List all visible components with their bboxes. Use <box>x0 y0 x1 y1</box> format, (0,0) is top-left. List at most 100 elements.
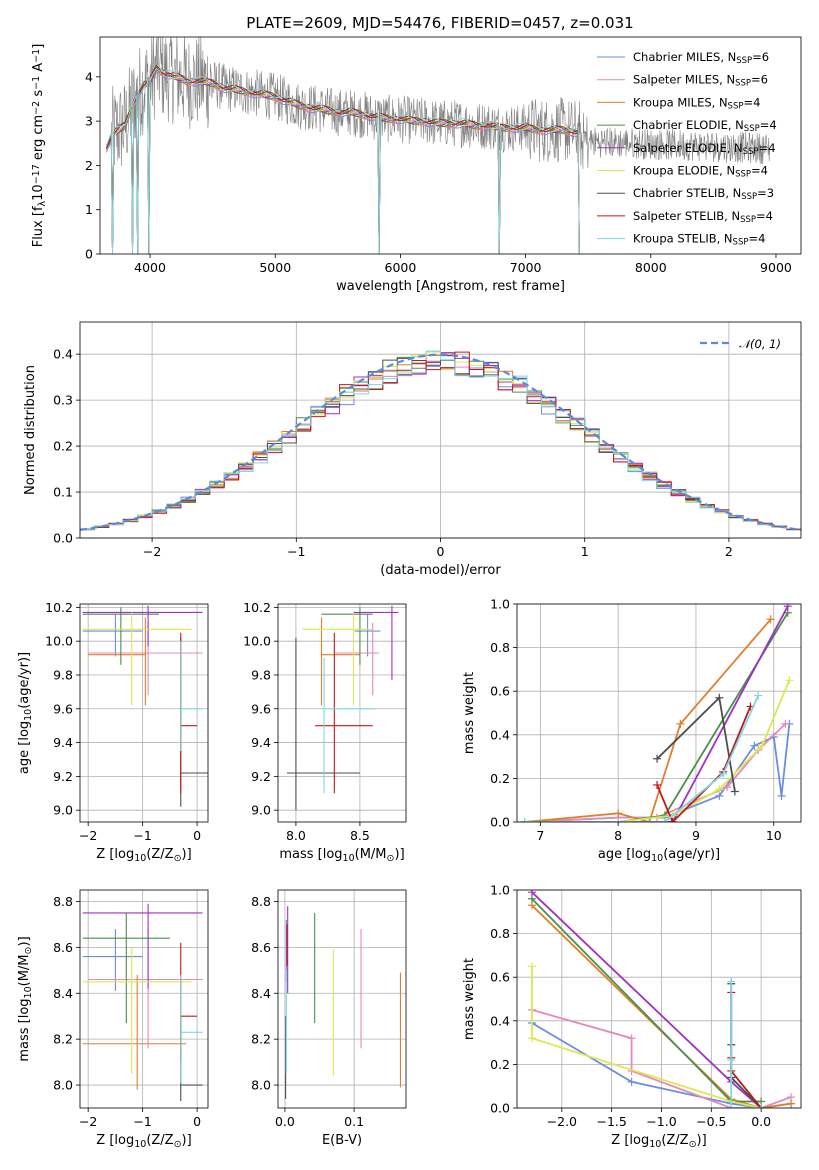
y-tick-label: 0.4 <box>53 347 73 362</box>
axes-mass_vs_ebv: 0.0 0.1 8.0 8.2 8.4 8.6 8.8 E(B-V) <box>251 889 407 1148</box>
y-tick-label: 10.2 <box>243 600 271 615</box>
y-tick-label: 0.8 <box>490 926 510 941</box>
legend-text: Salpeter ELODIE, N <box>633 141 743 155</box>
x-axis-label: Z [log10(Z/Z⊙)] <box>611 1133 706 1150</box>
y-axis-label: mass weight <box>462 672 477 754</box>
y-tick-label: 8.4 <box>251 986 271 1001</box>
plot-area-residuals <box>80 350 801 533</box>
weight-marker <box>653 780 662 789</box>
axes-frame <box>79 889 209 1109</box>
x-tick-label: 0.1 <box>344 1114 364 1129</box>
label-part: λ <box>37 200 48 206</box>
weight-marker <box>527 1034 536 1043</box>
axes-frame <box>99 36 802 255</box>
label-part: 10 <box>134 1139 146 1150</box>
x-axis-label: wavelength [Angstrom, rest frame] <box>336 279 565 294</box>
legend-text: Kroupa MILES, N <box>633 95 728 109</box>
weight-marker <box>527 962 536 971</box>
label-part: Normed distribution <box>23 365 38 495</box>
label-part: Z [log <box>611 1133 649 1148</box>
y-tick-label: 0.1 <box>53 485 73 500</box>
weight-line <box>531 966 762 1108</box>
label-part: (age/yr)] <box>17 652 32 709</box>
weight-marker <box>715 785 724 794</box>
model-spectrum-line <box>105 64 580 254</box>
y-tick-label: 0.2 <box>490 771 510 786</box>
y-tick-label: 9.0 <box>53 803 73 818</box>
label-part: ⊙ <box>174 853 182 864</box>
label-part: (M/M <box>355 847 387 862</box>
label-part: ⊙ <box>387 853 395 864</box>
x-axis-label: age [log10(age/yr)] <box>598 847 720 864</box>
y-tick-label: 8.6 <box>53 940 73 955</box>
legend-subscript: SSP <box>740 215 756 225</box>
label-part: (Z/Z <box>661 1133 688 1148</box>
legend-label: Chabrier ELODIE, NSSP=4 <box>633 118 777 134</box>
legend-label: Chabrier STELIB, NSSP=3 <box>633 186 774 202</box>
weight-marker <box>727 1104 736 1108</box>
y-tick-label: 1 <box>85 202 93 217</box>
weight-marker <box>653 754 662 763</box>
label-part: )] <box>17 936 32 946</box>
y-tick-label: 10.0 <box>243 634 271 649</box>
axes-frame <box>516 889 802 1109</box>
axes-age_vs_Z: −2 −1 09.09.29.49.69.810.010.2Z [log10(Z/Z… <box>17 600 209 864</box>
weight-marker <box>520 818 529 822</box>
y-tick-label: 0.8 <box>490 640 510 655</box>
legend-subscript: SSP <box>728 102 744 112</box>
axes-weight_vs_Z: −2.0 −1.5 −1.0 −0.5 0.0 0.0 0.2 0.4 0.6 0.8 1.0 Z [… <box>462 883 802 1150</box>
axes-frame <box>516 603 802 823</box>
y-tick-label: 0.4 <box>490 727 510 742</box>
label-part: (Z/Z <box>146 847 173 862</box>
label-part: ⊙ <box>174 1139 182 1150</box>
weight-marker <box>715 693 724 702</box>
x-axis-label: (data-model)/error <box>380 563 501 578</box>
label-part: (M/M <box>17 954 32 986</box>
axes-frame <box>79 603 209 823</box>
x-axis-label: E(B-V) <box>322 1133 362 1148</box>
label-part: )] <box>395 847 405 862</box>
y-tick-label: 0.3 <box>53 393 73 408</box>
label-part: erg cm <box>31 115 46 164</box>
y-tick-label: 0.2 <box>53 439 73 454</box>
label-part: )] <box>182 847 192 862</box>
x-tick-label: −2 <box>143 544 161 559</box>
weight-marker <box>723 783 732 792</box>
axes-age_vs_mass: 8.0 8.5 9.0 9.2 9.4 9.6 9.8 10.0 10.2 mass [log10… <box>243 600 407 864</box>
weight-marker <box>754 691 763 700</box>
label-part: ] <box>31 44 46 49</box>
weight-line <box>531 1009 792 1108</box>
legend-tail: =4 <box>756 209 773 223</box>
weight-marker <box>676 719 685 728</box>
legend-subscript: SSP <box>736 56 752 66</box>
legend-text: Chabrier MILES, N <box>633 50 736 64</box>
label-part: )] <box>697 1133 707 1148</box>
y-tick-label: 8.2 <box>53 1032 73 1047</box>
model-spectrum-line <box>105 67 580 254</box>
weight-line <box>524 679 791 822</box>
y-tick-label: 9.4 <box>53 735 73 750</box>
model-spectrum-line <box>105 68 580 254</box>
legend-subscript: SSP <box>741 192 757 202</box>
y-tick-label: 2 <box>85 158 93 173</box>
label-part: −1 <box>31 49 42 63</box>
legend-text: Chabrier ELODIE, N <box>633 118 744 132</box>
label-part: −17 <box>31 164 42 184</box>
model-spectrum-line <box>105 70 580 254</box>
y-tick-label: 9.2 <box>251 769 271 784</box>
plot-area-age_vs_Z <box>82 605 208 807</box>
y-tick-label: 3 <box>85 114 93 129</box>
y-tick-label: 9.8 <box>251 667 271 682</box>
y-tick-label: 0.4 <box>490 1013 510 1028</box>
label-part: mass [log <box>279 847 342 862</box>
label-part: ⊙ <box>23 947 34 955</box>
x-tick-label: 1 <box>581 544 589 559</box>
weight-line <box>524 695 760 822</box>
plot-area-spectrum <box>105 37 770 254</box>
y-tick-label: 8.4 <box>53 986 73 1001</box>
legend-text: Salpeter MILES, N <box>633 73 735 87</box>
axes-mass_vs_Z: −2 −1 08.08.28.48.68.8Z [log10(Z/Z⊙)]mass … <box>17 889 209 1150</box>
y-tick-label: 9.6 <box>53 701 73 716</box>
x-axis-label: Z [log10(Z/Z⊙)] <box>96 1133 191 1150</box>
